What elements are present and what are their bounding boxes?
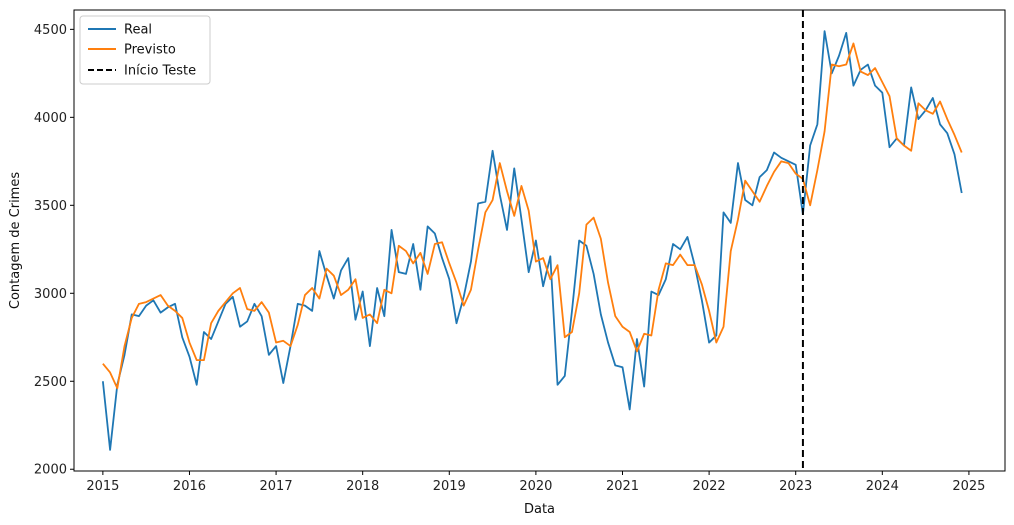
x-tick-label: 2015 xyxy=(86,479,119,494)
y-axis-label: Contagem de Crimes xyxy=(8,172,23,309)
legend-label-real: Real xyxy=(124,23,152,38)
legend-label-inicio-teste: Início Teste xyxy=(124,64,196,79)
x-tick-label: 2016 xyxy=(173,479,206,494)
x-tick-label: 2018 xyxy=(346,479,379,494)
axis-ticks: 2015 2016 2017 2018 2019 2020 2021 2022 2023 2024… xyxy=(34,23,986,494)
x-tick-label: 2025 xyxy=(952,479,985,494)
x-axis-label: Data xyxy=(524,502,555,517)
y-tick-label: 4500 xyxy=(34,23,67,38)
y-tick-label: 2500 xyxy=(34,375,67,390)
x-tick-label: 2023 xyxy=(779,479,812,494)
x-tick-label: 2021 xyxy=(606,479,639,494)
legend: Real Previsto Início Teste xyxy=(79,15,211,85)
x-tick-label: 2019 xyxy=(433,479,466,494)
y-tick-label: 4000 xyxy=(34,111,67,126)
series-layer xyxy=(101,30,963,451)
x-tick-label: 2020 xyxy=(519,479,552,494)
legend-label-previsto: Previsto xyxy=(124,43,176,58)
x-tick-label: 2017 xyxy=(260,479,293,494)
y-tick-label: 3500 xyxy=(34,199,67,214)
plot-frame xyxy=(73,9,1006,472)
y-tick-label: 2000 xyxy=(34,463,67,478)
legend-box xyxy=(79,15,211,85)
x-tick-label: 2022 xyxy=(693,479,726,494)
x-tick-label: 2024 xyxy=(866,479,899,494)
series-line-real xyxy=(101,30,963,451)
y-tick-label: 3000 xyxy=(34,287,67,302)
series-line-previsto xyxy=(102,42,963,390)
